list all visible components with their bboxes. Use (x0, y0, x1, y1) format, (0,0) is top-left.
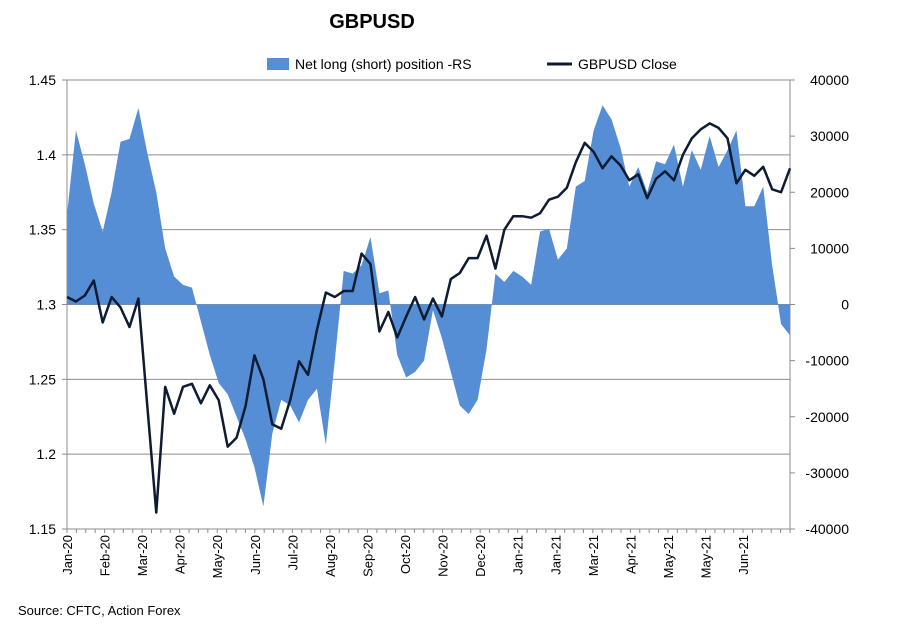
left-axis-ticks: 1.15 1.2 1.25 1.3 1.35 1.4 1.45 (29, 72, 67, 537)
x-tick-label: Jan-21 (511, 535, 526, 575)
x-tick-label: Jul-20 (285, 535, 300, 570)
x-tick-label: Apr-21 (623, 535, 638, 574)
x-tick-label: Feb-20 (98, 535, 113, 576)
right-tick-label: -20000 (805, 409, 849, 425)
x-tick-label: May-21 (698, 535, 713, 578)
left-tick-label: 1.25 (29, 371, 56, 387)
x-tick-label: Aug-20 (323, 535, 338, 577)
left-tick-label: 1.4 (37, 147, 57, 163)
legend-label-area: Net long (short) position -RS (295, 56, 472, 72)
right-tick-label: 0 (841, 297, 849, 313)
legend: Net long (short) position -RS GBPUSD Clo… (267, 56, 677, 72)
chart-title: GBPUSD (329, 11, 415, 33)
right-tick-label: 30000 (810, 128, 849, 144)
legend-label-line: GBPUSD Close (578, 56, 677, 72)
x-tick-label: Oct-20 (398, 535, 413, 574)
right-axis-ticks: -40000 -30000 -20000 -10000 0 10000 20000 30000… (790, 72, 849, 537)
x-tick-label: Dec-20 (473, 535, 488, 577)
x-tick-label: Jan-20 (60, 535, 75, 575)
x-tick-label: Jun-20 (248, 535, 263, 575)
legend-swatch-area (267, 58, 289, 70)
x-tick-label: May-21 (661, 535, 676, 578)
x-tick-label: May-20 (210, 535, 225, 578)
right-tick-label: -40000 (805, 521, 849, 537)
left-tick-label: 1.2 (37, 446, 57, 462)
x-tick-label: Mar-21 (586, 535, 601, 576)
x-tick-label: Nov-20 (436, 535, 451, 577)
x-tick-label: Apr-20 (173, 535, 188, 574)
left-tick-label: 1.35 (29, 222, 56, 238)
line-series-layer (66, 122, 792, 514)
right-tick-label: -10000 (805, 353, 849, 369)
x-tick-label: Jan-21 (548, 535, 563, 575)
x-tick-label: Jun-21 (736, 535, 751, 575)
x-tick-label: Mar-20 (135, 535, 150, 576)
left-tick-label: 1.3 (37, 297, 57, 313)
right-tick-label: 10000 (810, 240, 849, 256)
right-tick-label: -30000 (805, 465, 849, 481)
x-tick-label: Sep-20 (360, 535, 375, 577)
line-gbpusd-close (66, 122, 792, 514)
left-tick-label: 1.45 (29, 72, 56, 88)
x-axis-ticks: Jan-20 Feb-20 Mar-20 Apr-20 May-20 Jun-20 Jul-… (60, 529, 791, 578)
left-tick-label: 1.15 (29, 521, 56, 537)
source-note: Source: CFTC, Action Forex (18, 603, 181, 618)
right-tick-label: 40000 (810, 72, 849, 88)
right-tick-label: 20000 (810, 184, 849, 200)
